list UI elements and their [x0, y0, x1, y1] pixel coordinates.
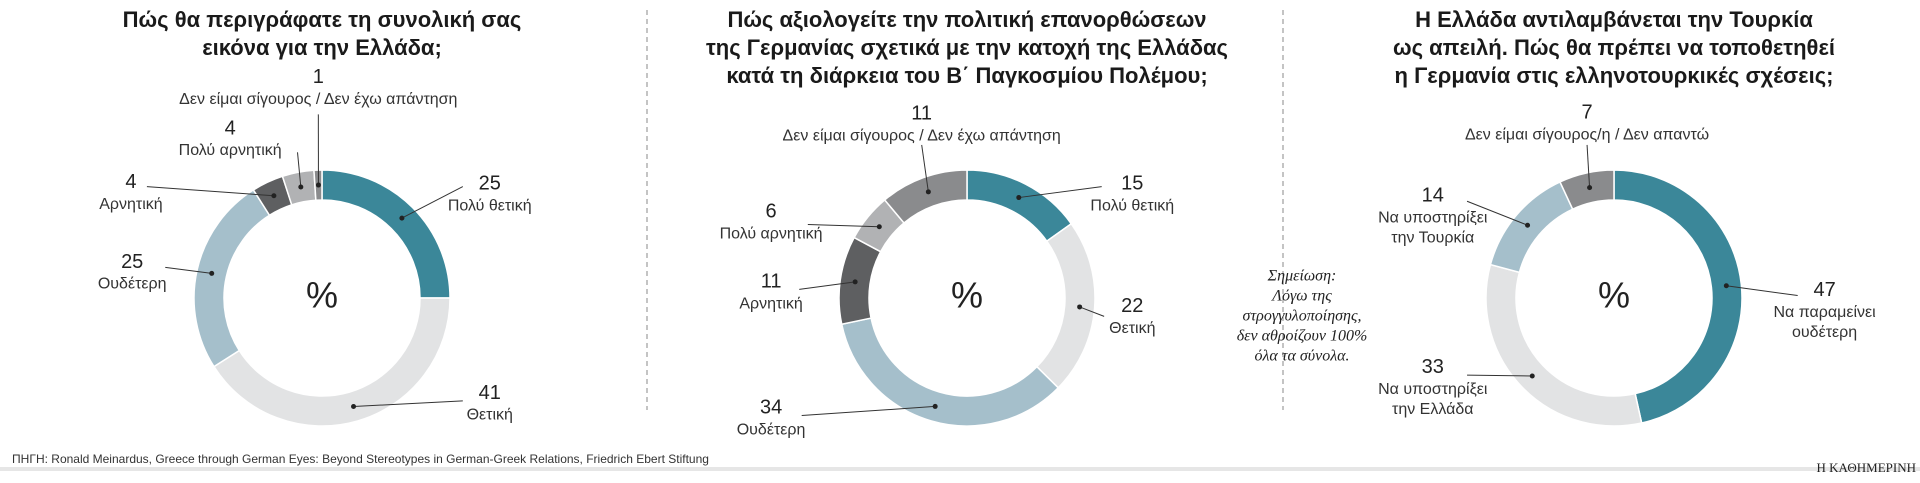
donut-segment	[838, 236, 882, 326]
leader-dot	[1587, 185, 1593, 191]
leader-dot	[1529, 373, 1535, 379]
note: δεν αθροίζουν 100%	[1237, 328, 1368, 345]
value-label: 22	[1121, 295, 1143, 317]
value-label: 11	[911, 103, 932, 125]
category-label: Ουδέτερη	[98, 276, 167, 293]
leader-dot	[298, 184, 304, 190]
donut-segment	[1559, 169, 1615, 211]
value-label: 6	[766, 201, 777, 223]
leader-line	[1586, 144, 1591, 188]
category-label: Αρνητική	[99, 196, 162, 213]
leader-line	[801, 405, 936, 417]
leader-line	[353, 400, 463, 408]
leader-line	[921, 144, 929, 192]
logo: Η ΚΑΘΗΜΕΡΙΝΗ	[1817, 460, 1917, 475]
value-label: 11	[761, 270, 782, 292]
value-label: 33	[1422, 356, 1444, 378]
chart-title: ως απειλή. Πώς θα πρέπει να τοποθετηθεί	[1393, 35, 1835, 60]
leader-dot	[351, 404, 357, 410]
leader-line	[401, 186, 464, 219]
category-label: Πολύ αρνητική	[720, 226, 823, 243]
donut-segment	[193, 188, 271, 368]
chart-title: η Γερμανία στις ελληνοτουρκικές σχέσεις;	[1395, 63, 1834, 88]
leader-dot	[1723, 283, 1729, 289]
donut-segment	[883, 169, 968, 224]
center-label: %	[306, 275, 338, 316]
category-label: Πολύ θετική	[1090, 197, 1174, 214]
leader-dot	[852, 279, 858, 285]
value-label: 7	[1581, 101, 1592, 123]
value-label: 41	[479, 382, 501, 404]
category-label: Πολύ θετική	[448, 197, 532, 214]
category-label: Δεν είμαι σίγουρος/η / Δεν απαντώ	[1465, 126, 1709, 143]
chart-title: Πώς θα περιγράφατε τη συνολική σας	[123, 7, 522, 32]
chart-title: της Γερμανίας σχετικά με την κατοχή της …	[706, 35, 1228, 60]
leader-dot	[1016, 195, 1022, 201]
leader-line	[1079, 306, 1105, 317]
value-label: 14	[1422, 185, 1444, 207]
source: ΠΗΓΗ: Ronald Meinardus, Greece through G…	[12, 452, 709, 466]
center-label: %	[951, 275, 983, 316]
value-label: 4	[225, 117, 236, 139]
leader-line	[807, 224, 880, 228]
donut-segment	[212, 297, 451, 427]
value-label: 15	[1121, 172, 1143, 194]
chart-title: κατά τη διάρκεια του Β΄ Παγκοσμίου Πολέμ…	[726, 63, 1207, 88]
note: Λόγω της	[1270, 288, 1332, 305]
value-label: 25	[121, 251, 143, 273]
category-label: Να υποστηρίξει	[1378, 210, 1488, 227]
leader-line	[165, 266, 212, 274]
donut-segment	[321, 169, 451, 299]
leader-dot	[271, 193, 277, 199]
note: στρογγυλοποίησης,	[1243, 308, 1362, 325]
leader-dot	[932, 403, 938, 409]
chart-title: Η Ελλάδα αντιλαμβάνεται την Τουρκία	[1415, 7, 1813, 32]
category-label: Θετική	[1109, 320, 1155, 337]
value-label: 47	[1813, 279, 1835, 301]
leader-dot	[1525, 222, 1531, 228]
value-label: 25	[479, 172, 501, 194]
note: όλα τα σύνολα.	[1254, 348, 1349, 365]
leader-line	[146, 186, 274, 197]
leader-line	[1466, 200, 1528, 226]
leader-line	[1726, 285, 1798, 297]
category-label: Πολύ αρνητική	[179, 142, 282, 159]
category-label: την Τουρκία	[1391, 230, 1474, 247]
category-label: την Ελλάδα	[1392, 401, 1474, 418]
value-label: 1	[313, 66, 324, 88]
note: Σημείωση:	[1267, 268, 1337, 285]
chart-title: Πώς αξιολογείτε την πολιτική επανορθώσεω…	[727, 7, 1206, 32]
leader-dot	[399, 215, 405, 221]
donut-segment	[1035, 222, 1096, 389]
leader-line	[799, 281, 856, 290]
footer-rule	[0, 467, 1920, 471]
category-label: Ουδέτερη	[737, 421, 806, 438]
chart-title: εικόνα για την Ελλάδα;	[202, 35, 442, 60]
leader-dot	[315, 182, 321, 188]
category-label: Να παραμείνει	[1773, 304, 1876, 321]
center-label: %	[1598, 275, 1630, 316]
category-label: ουδέτερη	[1792, 324, 1857, 341]
leader-line	[297, 152, 302, 188]
value-label: 34	[760, 396, 782, 418]
leader-dot	[209, 270, 215, 276]
leader-dot	[925, 189, 931, 195]
value-label: 4	[125, 171, 136, 193]
category-label: Να υποστηρίξει	[1378, 381, 1488, 398]
leader-dot	[1077, 304, 1083, 310]
donut-segment	[840, 317, 1060, 427]
donut-segment	[1613, 169, 1743, 424]
leader-dot	[876, 224, 882, 230]
donut-segment	[966, 169, 1073, 243]
category-label: Θετική	[467, 407, 513, 424]
donut-segment	[1489, 180, 1574, 274]
leader-line	[1018, 186, 1102, 199]
category-label: Αρνητική	[739, 295, 802, 312]
category-label: Δεν είμαι σίγουρος / Δεν έχω απάντηση	[783, 128, 1061, 145]
category-label: Δεν είμαι σίγουρος / Δεν έχω απάντηση	[179, 91, 457, 108]
leader-line	[1467, 374, 1533, 377]
